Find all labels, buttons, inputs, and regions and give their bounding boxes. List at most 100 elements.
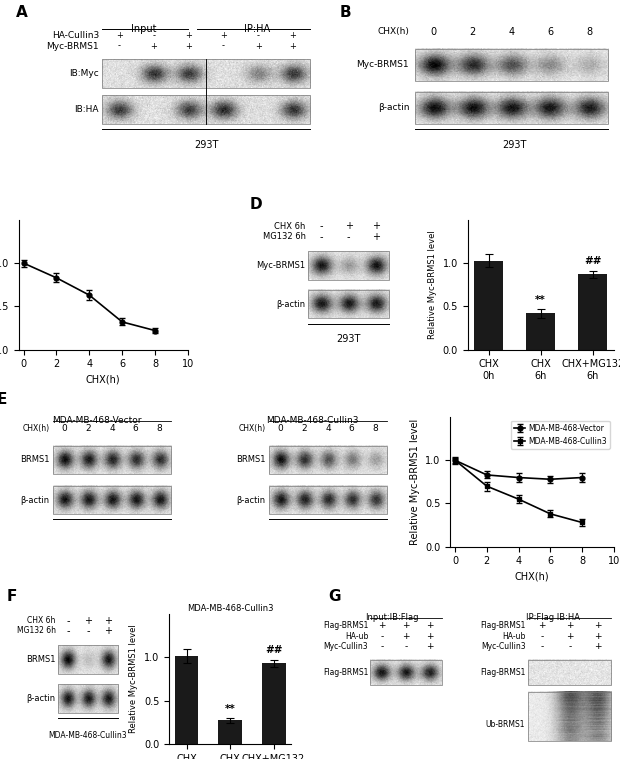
X-axis label: CHX(h): CHX(h) (515, 572, 549, 582)
Text: Flag-BRMS1: Flag-BRMS1 (323, 668, 368, 677)
Text: IB:Myc: IB:Myc (69, 69, 99, 78)
Text: MG132 6h: MG132 6h (262, 232, 306, 241)
Text: β-actin: β-actin (27, 694, 56, 703)
Text: β-actin: β-actin (277, 300, 306, 309)
Text: ##: ## (265, 644, 282, 655)
Text: +: + (151, 42, 157, 51)
Text: G: G (328, 589, 340, 603)
Text: -: - (153, 31, 156, 40)
Text: -: - (381, 642, 384, 651)
Text: Myc-Cullin3: Myc-Cullin3 (481, 642, 526, 651)
Bar (474, 260, 503, 350)
Text: A: A (16, 5, 27, 20)
Text: +: + (220, 31, 227, 40)
Text: Flag-BRMS1: Flag-BRMS1 (480, 668, 526, 677)
Bar (308, 290, 389, 319)
Text: -: - (118, 42, 121, 51)
Text: MDA-MB-468-Cullin3: MDA-MB-468-Cullin3 (48, 731, 127, 740)
Bar (102, 96, 310, 124)
Text: +: + (538, 622, 546, 630)
Text: Myc-BRMS1: Myc-BRMS1 (46, 42, 99, 51)
Text: IB:HA: IB:HA (74, 106, 99, 114)
Bar (268, 446, 387, 474)
Text: Myc-Cullin3: Myc-Cullin3 (324, 642, 368, 651)
Text: HA-ub: HA-ub (345, 631, 368, 641)
Text: ##: ## (584, 256, 601, 266)
Text: **: ** (224, 704, 236, 713)
Text: HA-Cullin3: HA-Cullin3 (51, 31, 99, 40)
Y-axis label: Relative Myc-BRMS1 level: Relative Myc-BRMS1 level (428, 231, 437, 339)
Text: +: + (84, 616, 92, 625)
Legend: MDA-MB-468-Vector, MDA-MB-468-Cullin3: MDA-MB-468-Vector, MDA-MB-468-Cullin3 (511, 420, 610, 449)
Text: CHX 6h: CHX 6h (274, 222, 306, 231)
Text: CHX(h): CHX(h) (378, 27, 409, 36)
Text: +: + (594, 622, 601, 630)
Text: Flag-BRMS1: Flag-BRMS1 (480, 622, 526, 630)
Text: +: + (345, 222, 353, 231)
Text: +: + (185, 31, 192, 40)
Text: MDA-MB-468-Cullin3: MDA-MB-468-Cullin3 (266, 416, 358, 425)
Text: +: + (566, 622, 574, 630)
Text: Flag-BRMS1: Flag-BRMS1 (323, 622, 368, 630)
Text: Input: Input (131, 24, 156, 34)
Text: BRMS1: BRMS1 (20, 455, 50, 465)
Text: Myc-BRMS1: Myc-BRMS1 (356, 61, 409, 69)
Text: 293T: 293T (194, 140, 218, 150)
Bar (415, 92, 608, 124)
Text: β-actin: β-actin (378, 103, 409, 112)
Text: HA-ub: HA-ub (502, 631, 526, 641)
Bar (370, 660, 442, 685)
Text: Ub-BRMS1: Ub-BRMS1 (485, 720, 525, 729)
Text: 4: 4 (109, 424, 115, 433)
Bar (218, 720, 242, 744)
Text: β-actin: β-actin (236, 496, 265, 505)
Text: +: + (427, 622, 434, 630)
Text: IP:HA: IP:HA (244, 24, 270, 34)
Y-axis label: Relative Myc-BRMS1 level: Relative Myc-BRMS1 level (410, 419, 420, 545)
Text: +: + (104, 616, 112, 625)
Text: -: - (568, 642, 572, 651)
Text: E: E (0, 392, 7, 407)
Text: CHX(h): CHX(h) (22, 424, 50, 433)
Text: -: - (541, 642, 544, 651)
Bar (58, 645, 118, 674)
Text: +: + (427, 642, 434, 651)
Text: +: + (566, 631, 574, 641)
Text: BRMS1: BRMS1 (236, 455, 265, 465)
Bar (308, 251, 389, 279)
X-axis label: CHX(h): CHX(h) (86, 375, 120, 385)
Title: MDA-MB-468-Cullin3: MDA-MB-468-Cullin3 (187, 604, 273, 613)
Text: -: - (381, 631, 384, 641)
Text: **: ** (535, 294, 546, 304)
Text: +: + (594, 642, 601, 651)
Text: Input:IB:Flag: Input:IB:Flag (365, 613, 418, 622)
Bar (102, 59, 310, 87)
Text: 8: 8 (586, 27, 592, 37)
Text: +: + (290, 42, 296, 51)
Bar (578, 274, 607, 350)
Text: IP:Flag IB:HA: IP:Flag IB:HA (526, 613, 580, 622)
Text: 6: 6 (547, 27, 553, 37)
Bar (526, 313, 555, 350)
Text: MG132 6h: MG132 6h (17, 626, 56, 635)
Bar (268, 486, 387, 515)
Bar (415, 49, 608, 81)
Text: +: + (255, 42, 262, 51)
Text: +: + (402, 631, 410, 641)
Text: +: + (427, 631, 434, 641)
Text: 2: 2 (469, 27, 476, 37)
Text: +: + (290, 31, 296, 40)
Text: +: + (372, 231, 379, 242)
Text: 4: 4 (325, 424, 330, 433)
Text: 8: 8 (373, 424, 378, 433)
Text: +: + (372, 222, 379, 231)
Text: B: B (339, 5, 351, 20)
Text: 8: 8 (156, 424, 162, 433)
Text: F: F (6, 589, 17, 603)
Text: 6: 6 (348, 424, 355, 433)
Text: D: D (249, 197, 262, 212)
Text: 4: 4 (508, 27, 515, 37)
Bar (528, 692, 611, 742)
Bar (262, 663, 286, 744)
Bar (53, 446, 171, 474)
